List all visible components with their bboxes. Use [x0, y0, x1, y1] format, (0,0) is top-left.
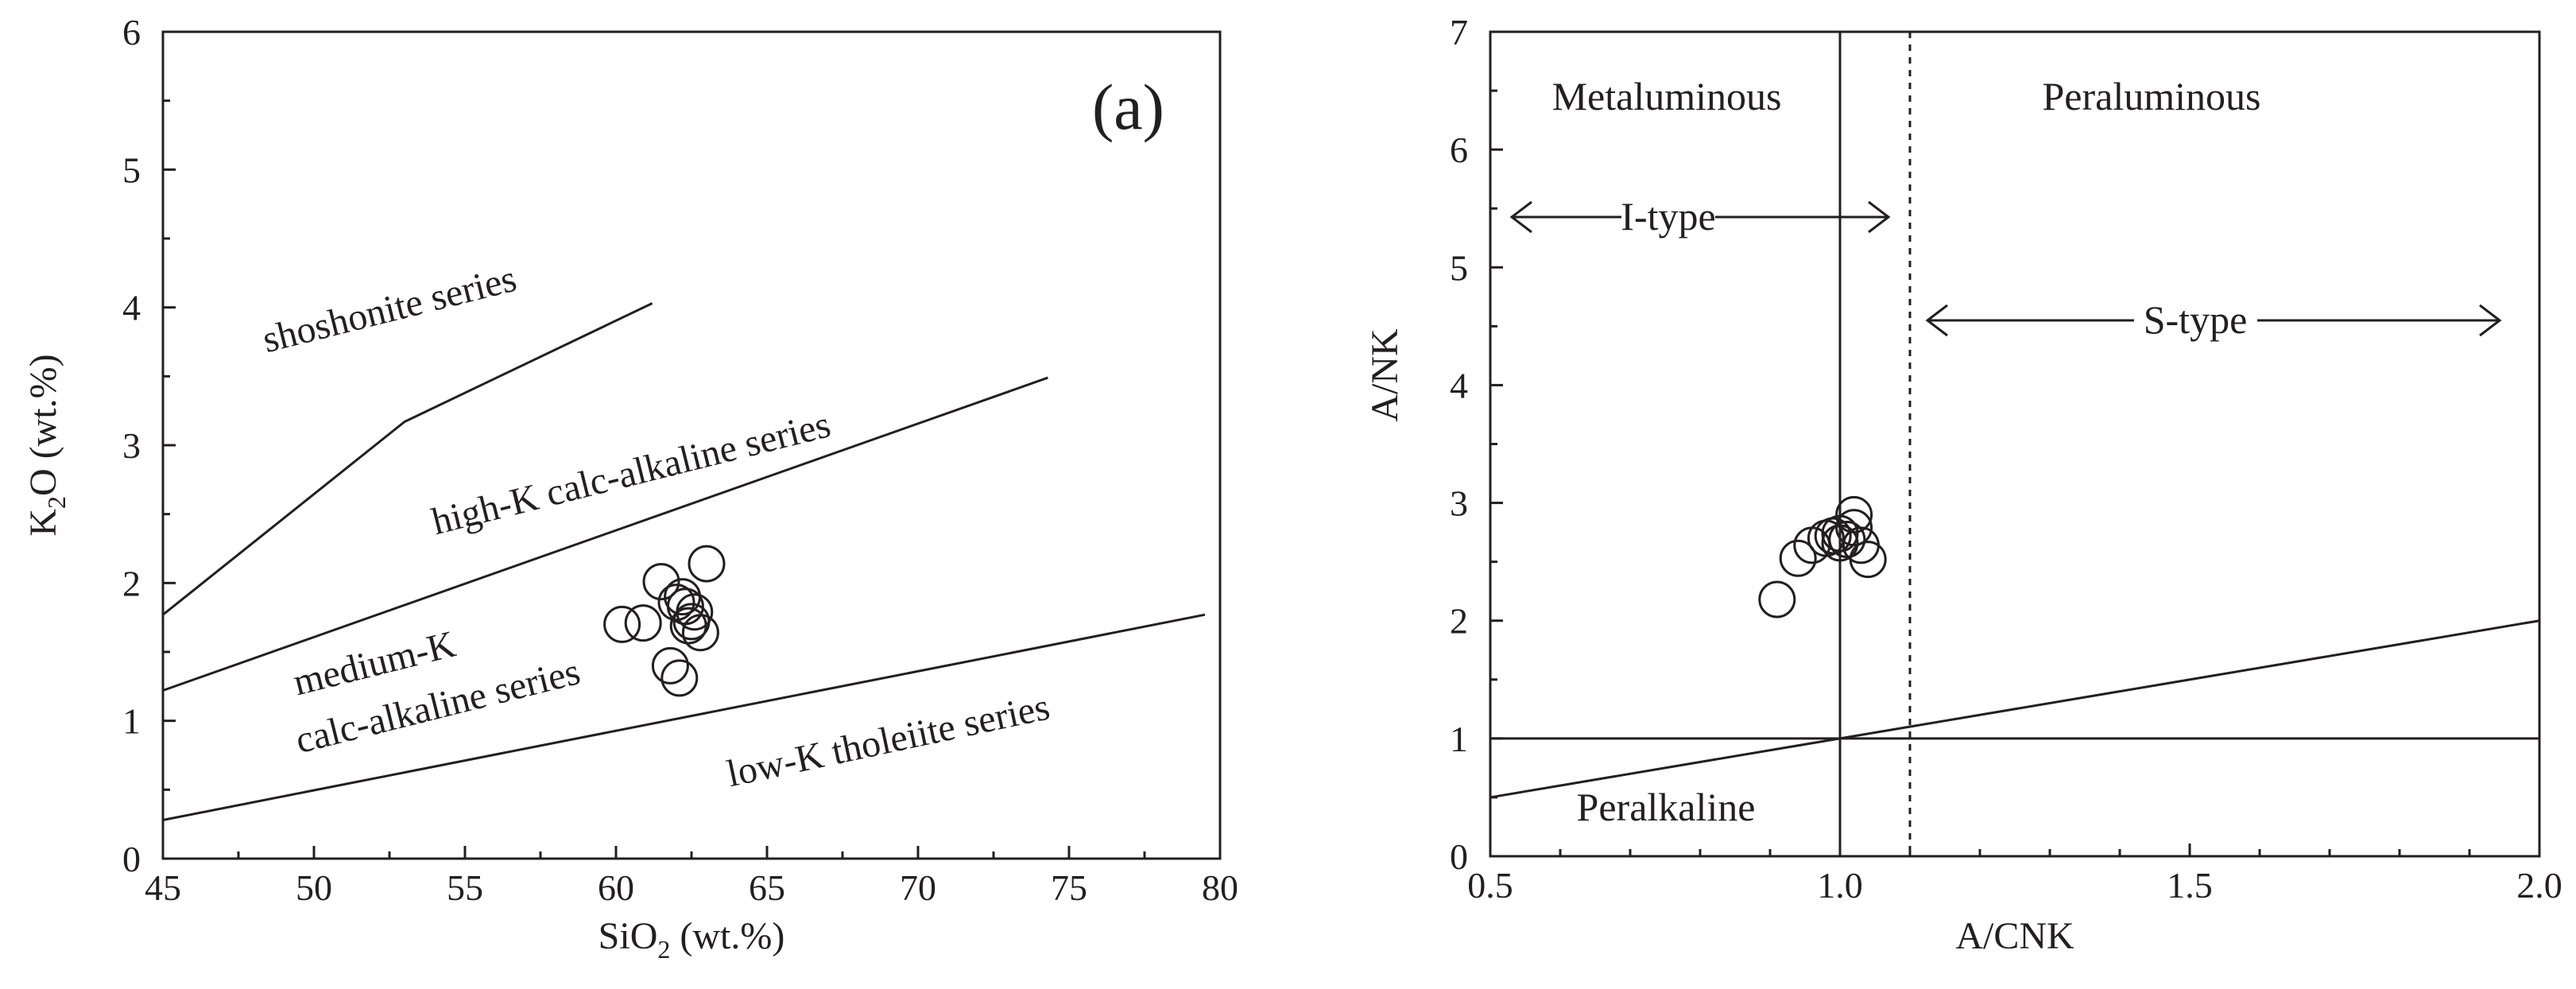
x-tick-label-a-5: 70: [900, 867, 936, 908]
y-tick-label-a-2: 2: [122, 563, 141, 603]
x-tick-label-a-3: 60: [598, 867, 634, 908]
y-tick-label-a-3: 3: [122, 425, 141, 466]
s-type-arrow-left-head: [1925, 304, 1948, 337]
sample-point-b-1: [1758, 580, 1796, 619]
y-tick-label-a-5: 5: [122, 149, 141, 190]
panel-b-plot-frame: [1489, 30, 2541, 858]
panel-b-anc-vs-acnk: 0.5 1.0 1.5 2.0 0 1 2 3 4 5 6 7 Metaluminous Peral…: [1364, 12, 2562, 957]
s-type-arrow: S-type: [1925, 297, 2502, 342]
panel-a-label: (a): [1092, 71, 1164, 143]
x-title-tail: (wt.%): [670, 915, 784, 957]
panel-b-reference-lines: [1489, 32, 2540, 856]
y-tick-label-b-5: 5: [1450, 247, 1468, 288]
peralkaline-label: Peralkaline: [1577, 785, 1756, 829]
y-title-tail: O (wt.%): [22, 354, 64, 496]
panel-a-y-axis-title: K2O (wt.%): [22, 354, 71, 536]
y-tick-label-a-0: 0: [122, 839, 141, 879]
panel-a-series-boundaries: [162, 302, 1206, 821]
panel-a-y-ticks: 0 1 2 3 4 5 6: [122, 12, 176, 879]
y-tick-label-a-6: 6: [122, 12, 141, 52]
y-title-main: K: [22, 509, 64, 537]
x-tick-label-a-1: 50: [296, 867, 332, 908]
panel-a-field-labels: shoshonite series high-K calc-alkaline se…: [258, 258, 1053, 796]
sample-point-a-4: [651, 646, 689, 685]
sample-point-a-11: [681, 614, 719, 652]
y-tick-label-a-1: 1: [122, 701, 141, 742]
i-type-arrow-right-head: [1868, 200, 1891, 234]
sloped-reference-line: [1489, 619, 2540, 799]
panel-b-sample-points: [1758, 495, 1887, 619]
sample-point-b-10: [1835, 509, 1873, 547]
field-label-2: high-K calc-alkaline series: [428, 403, 835, 543]
sample-point-b-9: [1835, 495, 1873, 533]
x-tick-label-b-1: 1.0: [1817, 865, 1863, 906]
panel-a-x-ticks: 45 50 55 60 65 70 75 80: [145, 846, 1238, 908]
sample-point-a-3: [642, 563, 680, 601]
y-tick-label-b-1: 1: [1450, 719, 1468, 759]
sample-point-a-2: [624, 604, 662, 642]
sample-point-b-12: [1849, 541, 1887, 579]
sample-point-b-2: [1779, 539, 1817, 577]
sample-point-a-10: [669, 607, 707, 645]
x-title-main: SiO: [598, 915, 658, 957]
metaluminous-label: Metaluminous: [1552, 74, 1782, 118]
sample-point-a-5: [660, 659, 699, 697]
sample-point-a-6: [657, 584, 695, 622]
y-tick-label-b-3: 3: [1450, 483, 1468, 524]
boundary-line-2: [162, 376, 1048, 692]
x-tick-label-b-0: 0.5: [1467, 865, 1513, 906]
y-tick-label-a-4: 4: [122, 288, 141, 328]
panel-a-x-axis-title: SiO2 (wt.%): [598, 915, 785, 964]
i-type-arrow: I-type: [1509, 194, 1891, 239]
i-type-arrow-left-head: [1509, 200, 1532, 234]
field-label-5: low-K tholeiite series: [723, 685, 1053, 795]
sample-point-a-12: [688, 545, 726, 583]
s-type-label: S-type: [2144, 297, 2248, 342]
panel-b-x-ticks: 0.5 1.0 1.5 2.0: [1467, 844, 2562, 906]
panel-a-k2o-vs-sio2: shoshonite series high-K calc-alkaline se…: [22, 12, 1238, 964]
x-tick-label-b-2: 1.5: [2167, 865, 2213, 906]
sample-point-a-13: [664, 578, 702, 616]
panel-b-y-axis-title: A/NK: [1364, 328, 1406, 422]
x-tick-label-b-3: 2.0: [2516, 865, 2562, 906]
panel-a-sample-points: [603, 545, 726, 697]
peraluminous-label: Peraluminous: [2043, 74, 2261, 118]
x-title-subscript: 2: [657, 935, 670, 964]
panel-b-y-ticks: 0 1 2 3 4 5 6 7: [1450, 12, 1503, 877]
y-title-subscript: 2: [42, 496, 71, 509]
y-tick-label-b-0: 0: [1450, 836, 1468, 877]
i-type-label: I-type: [1621, 194, 1715, 239]
sample-point-a-1: [603, 605, 641, 643]
panel-b-x-axis-title: A/CNK: [1955, 915, 2074, 957]
x-tick-label-a-4: 65: [749, 867, 785, 908]
x-tick-label-a-6: 75: [1051, 867, 1087, 908]
s-type-arrow-right-head: [2479, 304, 2502, 337]
boundary-line-1: [162, 302, 653, 616]
y-tick-label-b-7: 7: [1450, 12, 1468, 52]
x-tick-label-a-7: 80: [1202, 867, 1238, 908]
field-label-1: shoshonite series: [258, 258, 521, 361]
x-tick-label-a-2: 55: [447, 867, 483, 908]
y-tick-label-b-4: 4: [1450, 365, 1468, 405]
x-tick-label-a-0: 45: [145, 867, 181, 908]
y-tick-label-b-2: 2: [1450, 601, 1468, 642]
boundary-line-3: [162, 613, 1206, 821]
y-tick-label-b-6: 6: [1450, 130, 1468, 170]
